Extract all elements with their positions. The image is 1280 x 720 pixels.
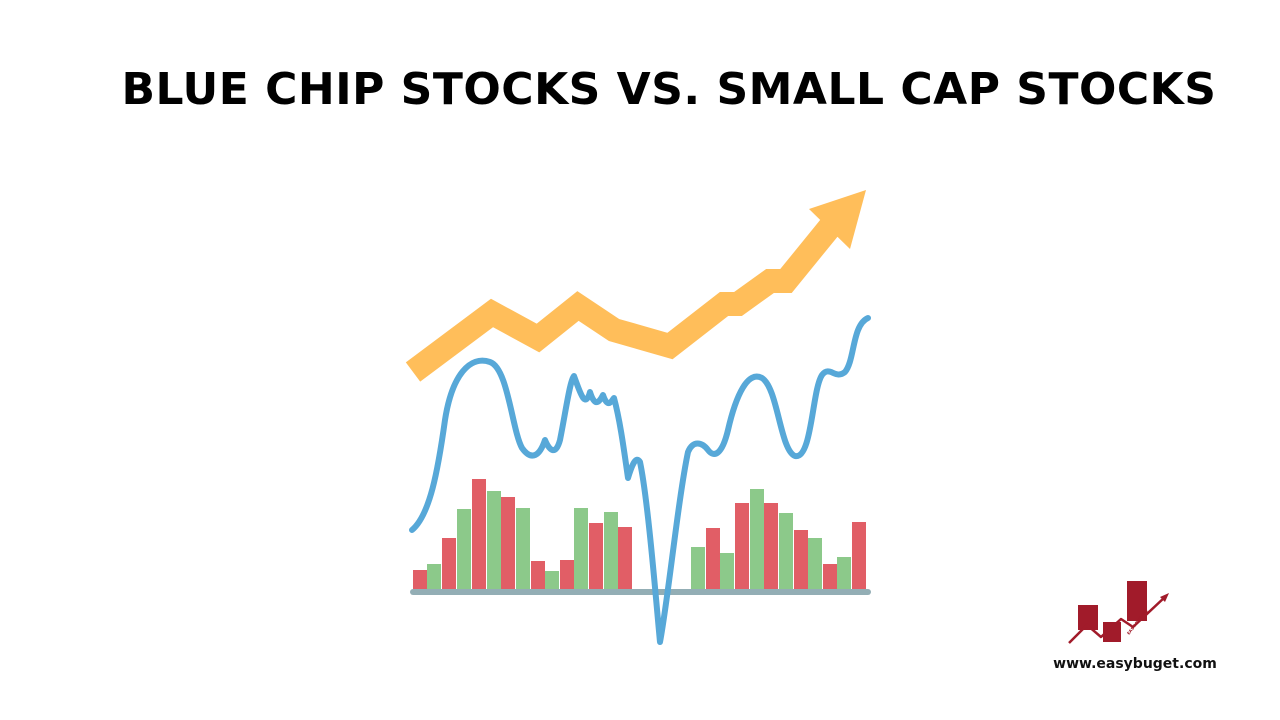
trend-arrow-icon <box>405 190 866 382</box>
line-chart-icon <box>409 315 871 645</box>
page-title: BLUE CHIP STOCKS VS. SMALL CAP STOCKS <box>121 64 1217 115</box>
stock-chart-illustration <box>405 190 871 645</box>
logo-icon: EASY BUDGET <box>1068 581 1169 644</box>
bar-chart-icon <box>413 479 866 590</box>
website-link[interactable]: www.easybuget.com <box>1053 656 1217 672</box>
